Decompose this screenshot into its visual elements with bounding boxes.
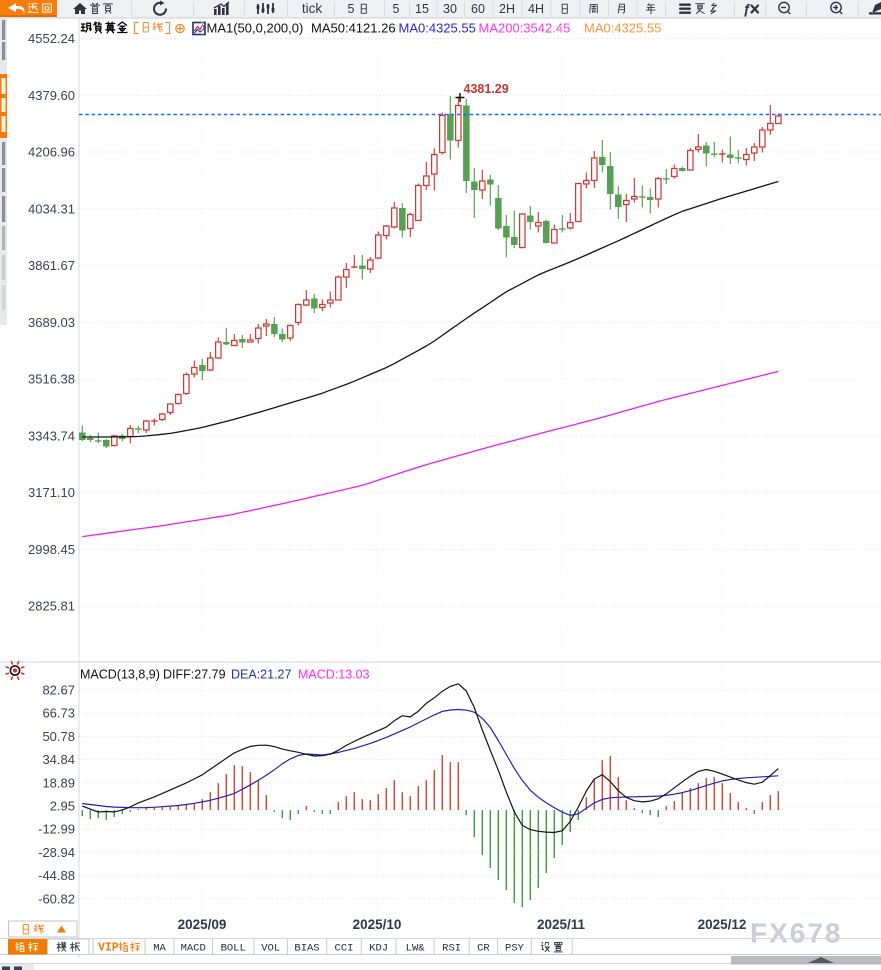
svg-text:CCI: CCI (335, 943, 354, 955)
svg-text:DEA:21.27: DEA:21.27 (231, 668, 292, 682)
svg-text:CR: CR (477, 943, 490, 955)
svg-text:MACD:13.03: MACD:13.03 (298, 668, 370, 682)
svg-text:5: 5 (348, 2, 355, 16)
svg-text:PSY: PSY (505, 943, 525, 955)
svg-text:4206.96: 4206.96 (28, 145, 75, 160)
svg-text:2025/10: 2025/10 (353, 917, 402, 932)
svg-text:MA50:4121.26: MA50:4121.26 (311, 21, 396, 36)
svg-text:MA0:4325.55: MA0:4325.55 (399, 21, 476, 36)
svg-text:18.89: 18.89 (42, 775, 75, 790)
svg-text:RSI: RSI (442, 943, 461, 955)
svg-text:4552.24: 4552.24 (28, 31, 75, 46)
svg-text:FX678: FX678 (750, 918, 843, 949)
svg-text:DIFF:27.79: DIFF:27.79 (163, 668, 226, 682)
svg-text:2998.45: 2998.45 (28, 542, 75, 557)
svg-text:82.67: 82.67 (42, 683, 75, 698)
svg-text:3171.10: 3171.10 (28, 485, 75, 500)
svg-text:2025/09: 2025/09 (178, 917, 227, 932)
svg-text:3516.38: 3516.38 (28, 372, 75, 387)
svg-text:4034.31: 4034.31 (28, 201, 75, 216)
svg-text:MACD: MACD (181, 943, 206, 955)
svg-text:-60.82: -60.82 (38, 891, 75, 906)
svg-text:MA200:3542.45: MA200:3542.45 (479, 21, 571, 36)
svg-text:66.73: 66.73 (42, 706, 75, 721)
svg-text:2025/11: 2025/11 (537, 917, 586, 932)
svg-text:KDJ: KDJ (369, 943, 388, 955)
svg-text:BIAS: BIAS (294, 943, 319, 955)
svg-text:-28.94: -28.94 (38, 845, 75, 860)
svg-text:60: 60 (471, 2, 485, 16)
svg-text:LW&: LW& (406, 943, 426, 955)
svg-text:MA: MA (153, 943, 166, 955)
svg-text:4H: 4H (528, 2, 544, 16)
svg-text:VOL: VOL (261, 943, 280, 955)
svg-text:15: 15 (415, 2, 429, 16)
svg-text:2825.81: 2825.81 (28, 599, 75, 614)
svg-text:3343.74: 3343.74 (28, 428, 75, 443)
svg-text:tick: tick (302, 1, 323, 16)
svg-text:MA0:4325.55: MA0:4325.55 (584, 21, 661, 36)
svg-text:MA1(50,0,200,0): MA1(50,0,200,0) (207, 21, 304, 36)
svg-text:50.78: 50.78 (42, 729, 75, 744)
svg-text:2025/12: 2025/12 (698, 917, 747, 932)
svg-text:2H: 2H (499, 2, 515, 16)
svg-text:34.84: 34.84 (42, 752, 75, 767)
svg-text:MACD(13,8,9): MACD(13,8,9) (80, 668, 160, 682)
svg-text:ƒ: ƒ (743, 1, 751, 17)
svg-text:5: 5 (393, 2, 400, 16)
svg-text:4379.60: 4379.60 (28, 88, 75, 103)
svg-text:BOLL: BOLL (221, 943, 246, 955)
svg-text:30: 30 (443, 2, 457, 16)
svg-text:3689.03: 3689.03 (28, 315, 75, 330)
svg-text:4381.29: 4381.29 (464, 82, 509, 96)
svg-text:2.95: 2.95 (50, 799, 75, 814)
svg-text:-12.99: -12.99 (38, 822, 75, 837)
svg-text:-44.88: -44.88 (38, 868, 75, 883)
svg-text:VIP: VIP (98, 942, 119, 955)
svg-text:3861.67: 3861.67 (28, 258, 75, 273)
